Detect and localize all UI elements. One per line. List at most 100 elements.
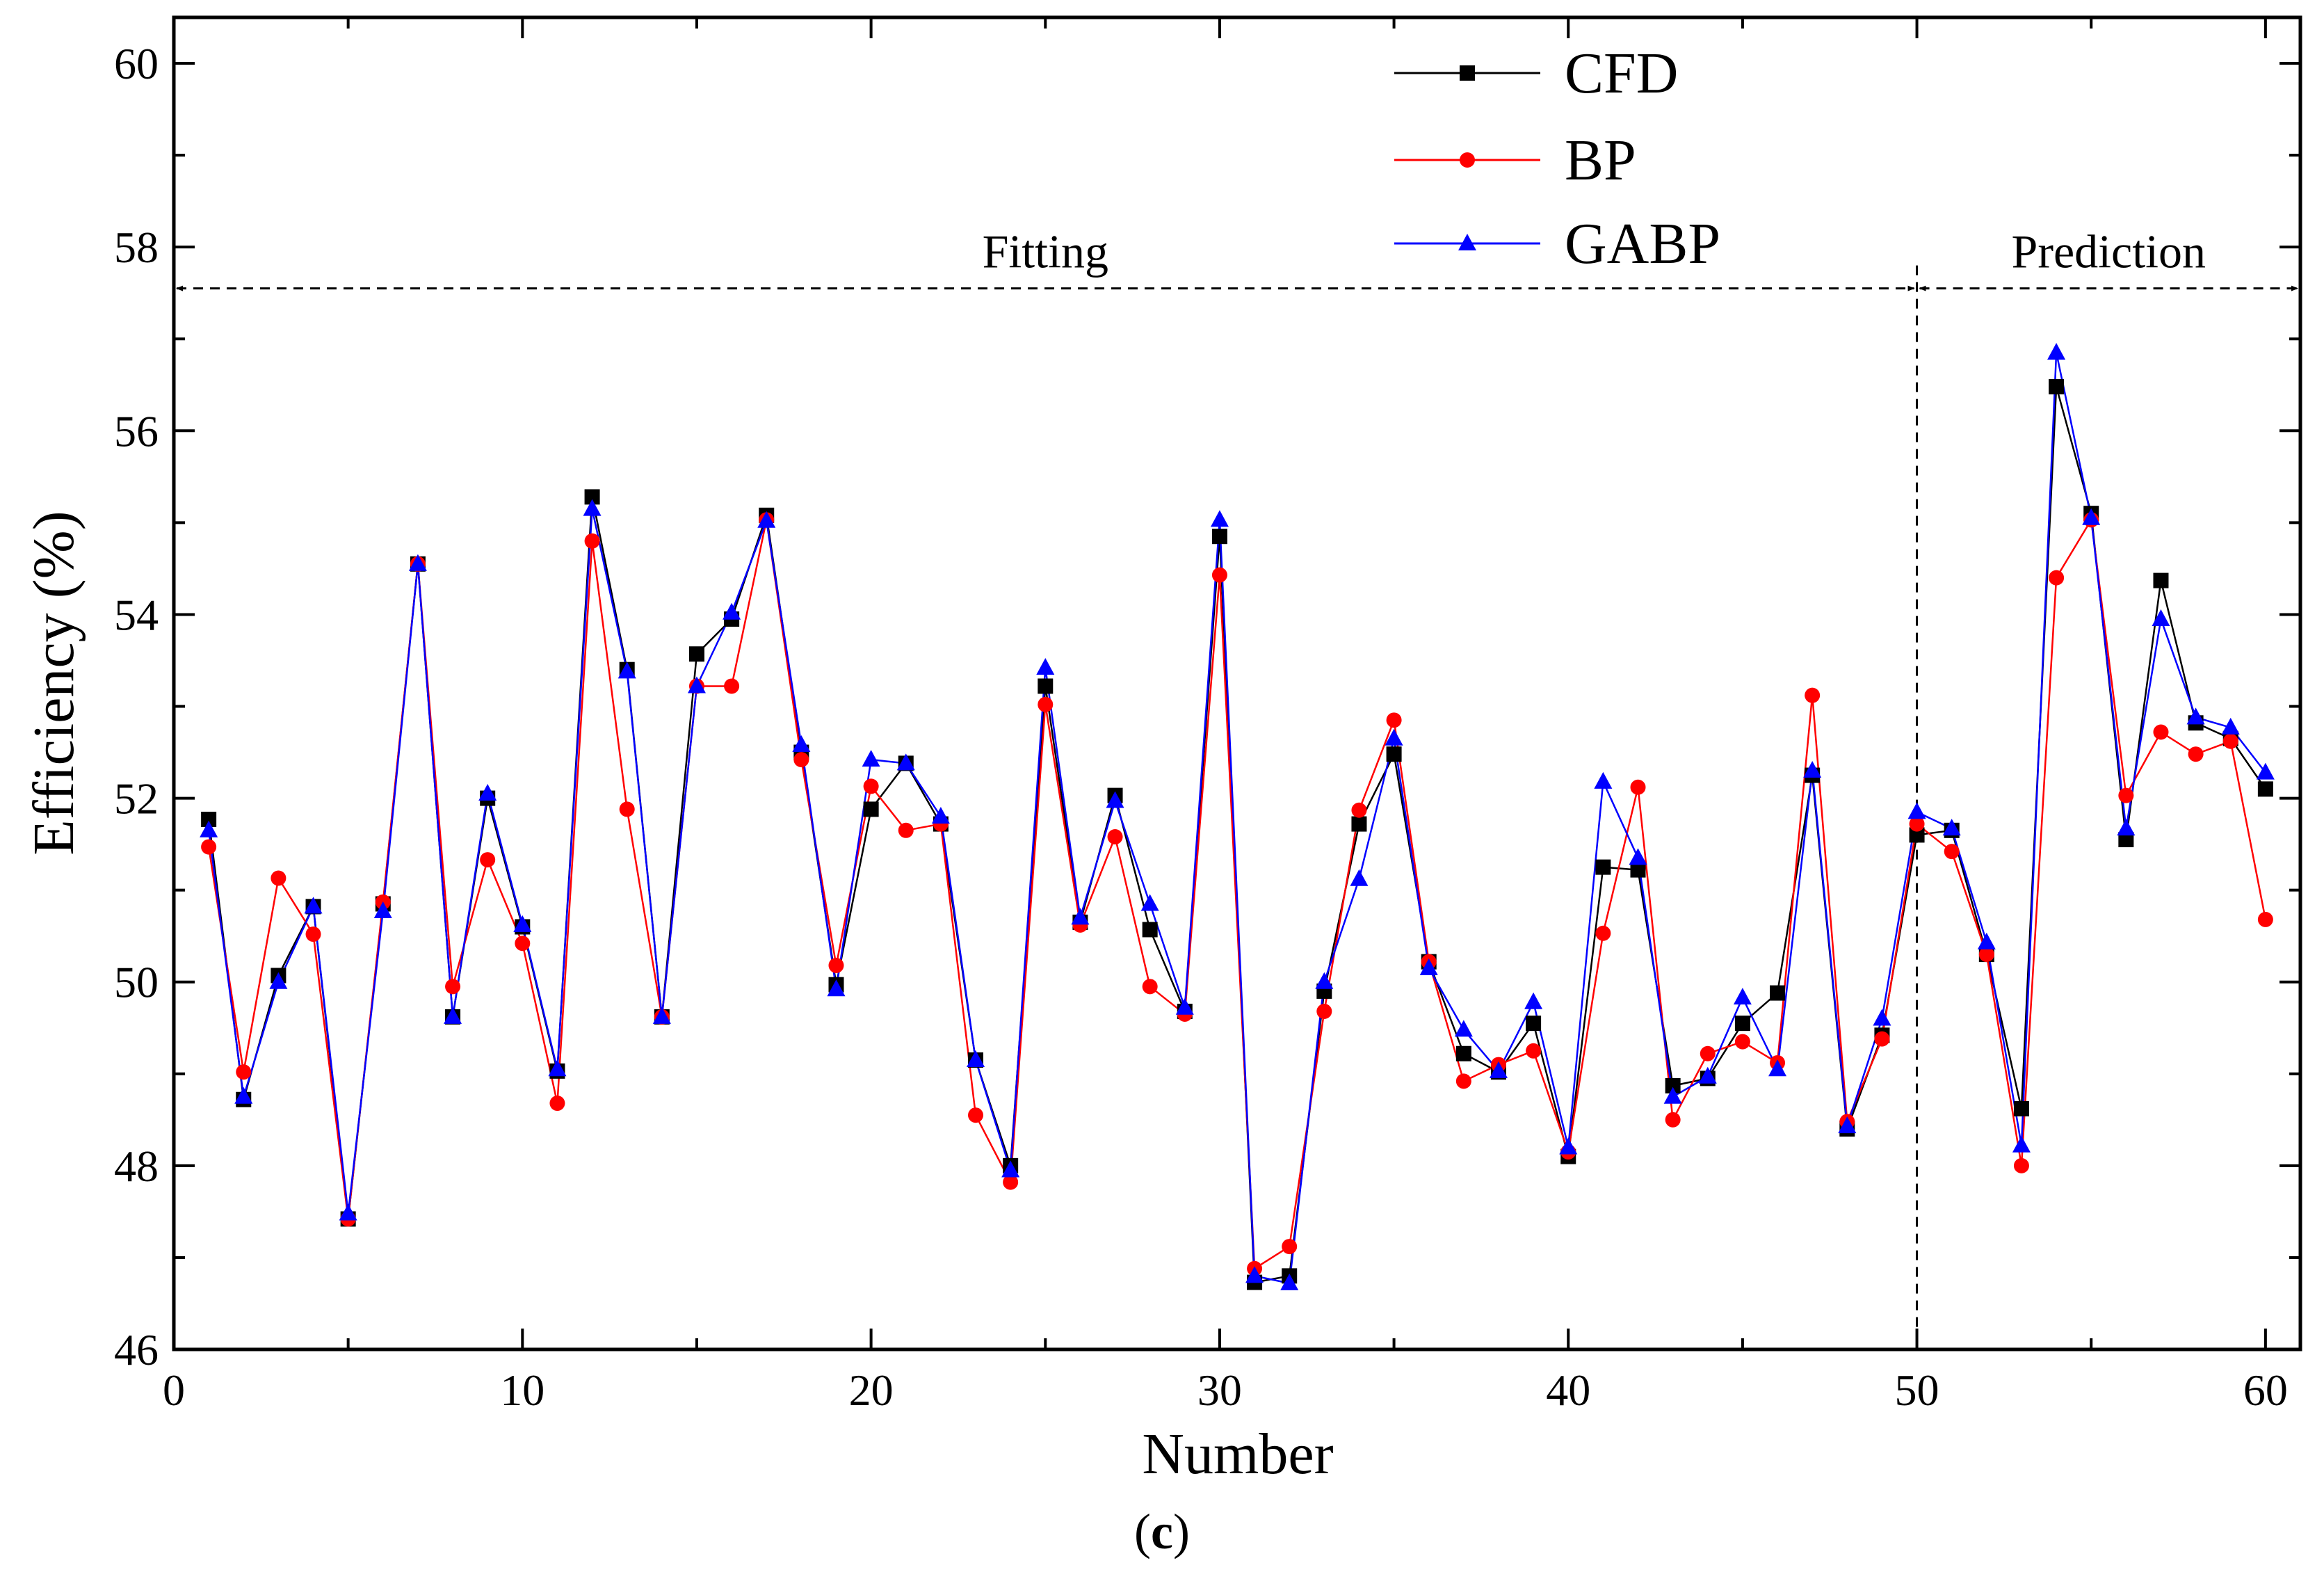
point-gabp xyxy=(2047,343,2066,360)
point-gabp xyxy=(1106,791,1124,808)
point-gabp xyxy=(931,807,950,824)
point-gabp xyxy=(339,1203,357,1221)
point-bp xyxy=(549,1096,565,1112)
point-cfd xyxy=(1595,859,1611,875)
point-bp xyxy=(1316,1003,1332,1019)
point-gabp xyxy=(408,554,427,571)
point-cfd xyxy=(1770,985,1786,1001)
point-gabp xyxy=(548,1059,567,1077)
x-tick-label: 10 xyxy=(500,1365,544,1415)
point-gabp xyxy=(1768,1059,1787,1077)
point-cfd xyxy=(863,801,879,817)
y-tick-label: 48 xyxy=(114,1141,159,1191)
point-gabp xyxy=(1594,771,1613,789)
point-bp xyxy=(2118,787,2134,803)
point-gabp xyxy=(478,783,497,801)
point-gabp xyxy=(2012,1135,2031,1153)
point-cfd xyxy=(1351,816,1367,832)
point-bp xyxy=(305,927,321,943)
point-cfd xyxy=(1211,529,1227,545)
x-axis-title: Number xyxy=(1142,1422,1333,1486)
point-gabp xyxy=(1071,908,1090,925)
point-bp xyxy=(1665,1112,1681,1128)
point-bp xyxy=(1107,829,1123,845)
point-gabp xyxy=(234,1086,253,1104)
point-cfd xyxy=(584,489,600,505)
point-gabp xyxy=(513,915,532,932)
point-bp xyxy=(445,979,461,995)
point-gabp xyxy=(1419,958,1438,975)
legend-marker-bp xyxy=(1460,152,1475,168)
legend-marker-gabp xyxy=(1458,234,1476,250)
x-tick-label: 30 xyxy=(1197,1365,1242,1415)
point-gabp xyxy=(1977,932,1996,949)
y-tick-label: 52 xyxy=(114,774,159,824)
point-gabp xyxy=(2256,762,2275,780)
point-gabp xyxy=(652,1006,671,1024)
point-gabp xyxy=(1315,972,1334,989)
region-annotations: Fitting Prediction xyxy=(176,225,2298,1349)
series-line-gabp xyxy=(207,351,2266,1285)
point-bp xyxy=(1142,979,1158,995)
point-gabp xyxy=(618,661,636,679)
point-gabp xyxy=(200,820,218,837)
legend-label-gabp: GABP xyxy=(1565,211,1720,276)
point-gabp xyxy=(1036,658,1055,675)
point-bp xyxy=(1630,779,1646,795)
point-bp xyxy=(1038,696,1054,712)
point-bp xyxy=(1211,567,1227,583)
point-bp xyxy=(898,822,914,838)
point-gabp xyxy=(269,972,288,989)
point-cfd xyxy=(1038,678,1054,694)
legend-marker-cfd xyxy=(1460,65,1475,81)
fitting-label: Fitting xyxy=(983,225,1108,278)
point-gabp xyxy=(862,750,880,767)
point-gabp xyxy=(2117,819,2136,836)
point-gabp xyxy=(757,511,776,528)
point-gabp xyxy=(1698,1066,1717,1084)
axis-ticks: 0 10 20 30 40 50 60 46 48 50 52 54 56 58 60 xyxy=(114,17,2300,1415)
point-bp xyxy=(1734,1034,1750,1050)
point-cfd xyxy=(2257,781,2273,797)
point-bp xyxy=(1909,816,1925,832)
series-markers xyxy=(200,343,2275,1290)
y-tick-label: 54 xyxy=(114,590,159,639)
point-cfd xyxy=(688,646,704,662)
y-tick-label: 58 xyxy=(114,223,159,272)
point-bp xyxy=(1944,844,1960,860)
point-gabp xyxy=(967,1050,985,1067)
point-bp xyxy=(828,957,844,973)
point-bp xyxy=(2153,724,2169,740)
point-bp xyxy=(201,839,217,855)
point-bp xyxy=(724,678,740,694)
point-cfd xyxy=(1386,746,1402,762)
point-bp xyxy=(480,852,496,868)
legend: CFD BP GABP xyxy=(1394,41,1720,276)
y-tick-label: 50 xyxy=(114,958,159,1007)
y-tick-label: 60 xyxy=(114,39,159,88)
point-gabp xyxy=(896,753,915,771)
point-gabp xyxy=(1280,1273,1299,1290)
point-gabp xyxy=(1559,1137,1578,1155)
point-gabp xyxy=(1245,1266,1264,1283)
point-cfd xyxy=(2153,572,2169,588)
x-tick-label: 60 xyxy=(2243,1365,2288,1415)
point-gabp xyxy=(1838,1116,1857,1134)
point-bp xyxy=(619,801,635,817)
point-gabp xyxy=(2152,609,2170,627)
figure-caption: (c) xyxy=(1134,1504,1190,1559)
point-bp xyxy=(1874,1031,1890,1047)
point-gabp xyxy=(583,499,602,516)
point-bp xyxy=(1526,1043,1542,1059)
plot-frame xyxy=(172,15,2302,1352)
y-tick-label: 56 xyxy=(114,406,159,456)
point-gabp xyxy=(1524,992,1543,1009)
x-tick-label: 50 xyxy=(1895,1365,1939,1415)
y-tick-label: 46 xyxy=(114,1325,159,1374)
point-gabp xyxy=(1210,510,1229,527)
point-gabp xyxy=(444,1006,462,1024)
point-gabp xyxy=(2186,707,2205,725)
point-gabp xyxy=(1733,988,1752,1005)
point-bp xyxy=(1386,712,1402,728)
series-lines xyxy=(207,351,2267,1285)
